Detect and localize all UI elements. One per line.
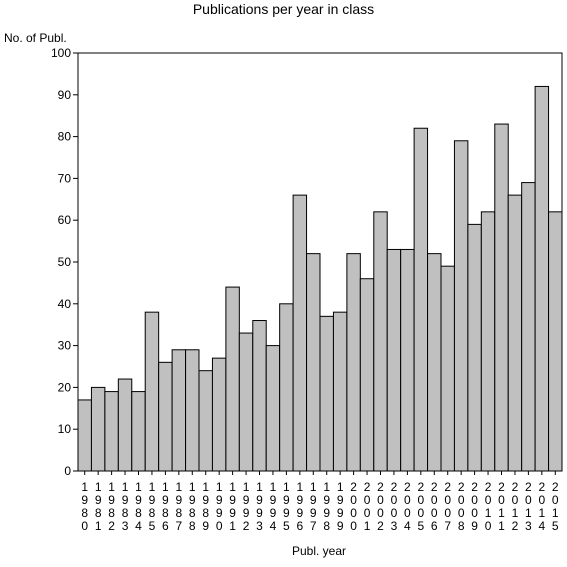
bar-2001 — [359, 278, 375, 472]
bar-2009 — [467, 223, 482, 472]
y-tick-label-10: 10 — [58, 422, 72, 436]
bar-2011 — [494, 123, 509, 472]
bar-1985 — [144, 311, 160, 472]
bar-1980 — [77, 399, 92, 472]
y-tick-label-90: 90 — [58, 88, 72, 102]
bar-1986 — [158, 361, 173, 472]
bar-1997 — [306, 253, 321, 472]
bar-1984 — [131, 391, 146, 472]
bar-2010 — [480, 211, 496, 472]
bar-2008 — [453, 140, 469, 472]
bars — [77, 85, 563, 472]
bar-1993 — [252, 320, 267, 472]
bar-1988 — [185, 349, 200, 472]
y-tick-label-80: 80 — [58, 130, 72, 144]
bar-2003 — [386, 248, 402, 472]
bar-1983 — [117, 378, 133, 472]
y-axis-label: No. of Publ. — [4, 31, 67, 45]
bar-2006 — [427, 253, 442, 472]
bar-1996 — [292, 194, 308, 472]
x-axis-label: Publ. year — [292, 544, 347, 558]
bar-1992 — [238, 332, 254, 472]
bar-1989 — [198, 370, 213, 472]
bar-2002 — [373, 211, 388, 472]
bar-1990 — [211, 357, 227, 472]
y-tick-label-50: 50 — [58, 255, 72, 269]
bar-2005 — [413, 127, 429, 472]
bar-1982 — [104, 391, 119, 472]
y-tick-label-30: 30 — [58, 339, 72, 353]
bar-1998 — [319, 315, 334, 472]
y-tick-label-40: 40 — [58, 297, 72, 311]
y-axis-ticks: 0 10 20 30 40 50 60 70 80 90 100 — [51, 46, 78, 478]
bar-1999 — [332, 311, 348, 472]
bar-1987 — [171, 349, 187, 472]
bar-2000 — [346, 253, 361, 472]
chart-title: Publications per year in class — [192, 1, 375, 17]
bar-2007 — [440, 265, 455, 472]
y-tick-label-100: 100 — [51, 46, 71, 60]
bar-2013 — [521, 182, 536, 472]
y-tick-label-20: 20 — [58, 380, 72, 394]
bar-1995 — [279, 303, 294, 472]
bar-2015 — [548, 211, 563, 472]
bar-2012 — [507, 194, 523, 472]
y-tick-label-70: 70 — [58, 171, 72, 185]
x-axis-ticks: 1 9 8 0 1 9 8 1 1 9 8 2 1 9 8 3 1 9 8 4 1 9 8 5 1 9 8 6 1 9 8 7 1 9 8 8 1 9 8 9… — [81, 471, 559, 533]
bar-2014 — [534, 85, 550, 472]
y-tick-label-60: 60 — [58, 213, 72, 227]
y-tick-label-0: 0 — [64, 464, 71, 478]
bar-1994 — [265, 345, 281, 472]
bar-2004 — [400, 248, 415, 472]
bar-1991 — [225, 286, 240, 472]
bar-1981 — [90, 386, 106, 472]
